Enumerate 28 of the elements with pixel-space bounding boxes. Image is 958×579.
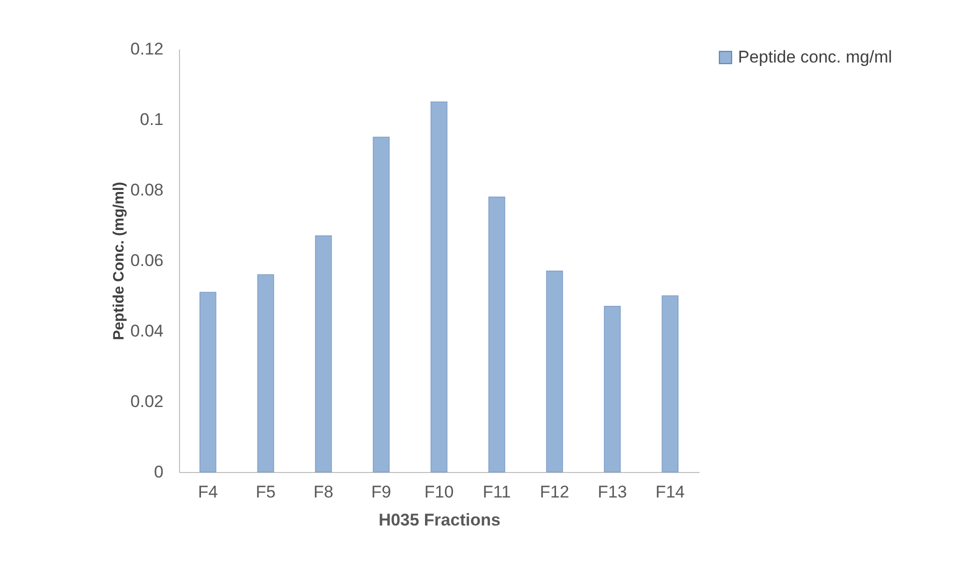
y-tick-label: 0.12 <box>130 40 164 58</box>
y-tick-label: 0.06 <box>130 251 164 270</box>
x-tick-label: F12 <box>540 482 570 502</box>
bar <box>430 101 448 472</box>
bar <box>662 295 679 472</box>
bar <box>315 235 332 472</box>
x-axis-title: H035 Fractions <box>378 510 500 530</box>
bar <box>257 274 274 472</box>
x-tick-label: F14 <box>655 482 685 502</box>
bar <box>546 270 563 472</box>
y-tick-label: 0.1 <box>140 110 164 129</box>
x-tick-label: F5 <box>256 482 276 502</box>
legend-label: Peptide conc. mg/ml <box>738 48 892 66</box>
y-tick-label: 0.04 <box>130 322 164 340</box>
x-tick-label: F13 <box>598 482 627 502</box>
bar <box>372 136 390 472</box>
x-tick-label: F8 <box>314 482 334 502</box>
x-tick-label: F10 <box>424 482 454 502</box>
y-tick-label: 0.02 <box>130 392 164 411</box>
y-tick-label: 0 <box>154 462 164 482</box>
y-tick-label: 0.08 <box>130 180 164 200</box>
x-tick-label: F9 <box>371 482 392 502</box>
bar <box>488 196 506 472</box>
bar <box>604 306 621 472</box>
x-tick-label: F11 <box>482 482 511 502</box>
y-axis-title: Peptide Conc. (mg/ml) <box>110 182 128 340</box>
x-tick-label: F4 <box>198 482 218 502</box>
bar <box>199 292 216 472</box>
